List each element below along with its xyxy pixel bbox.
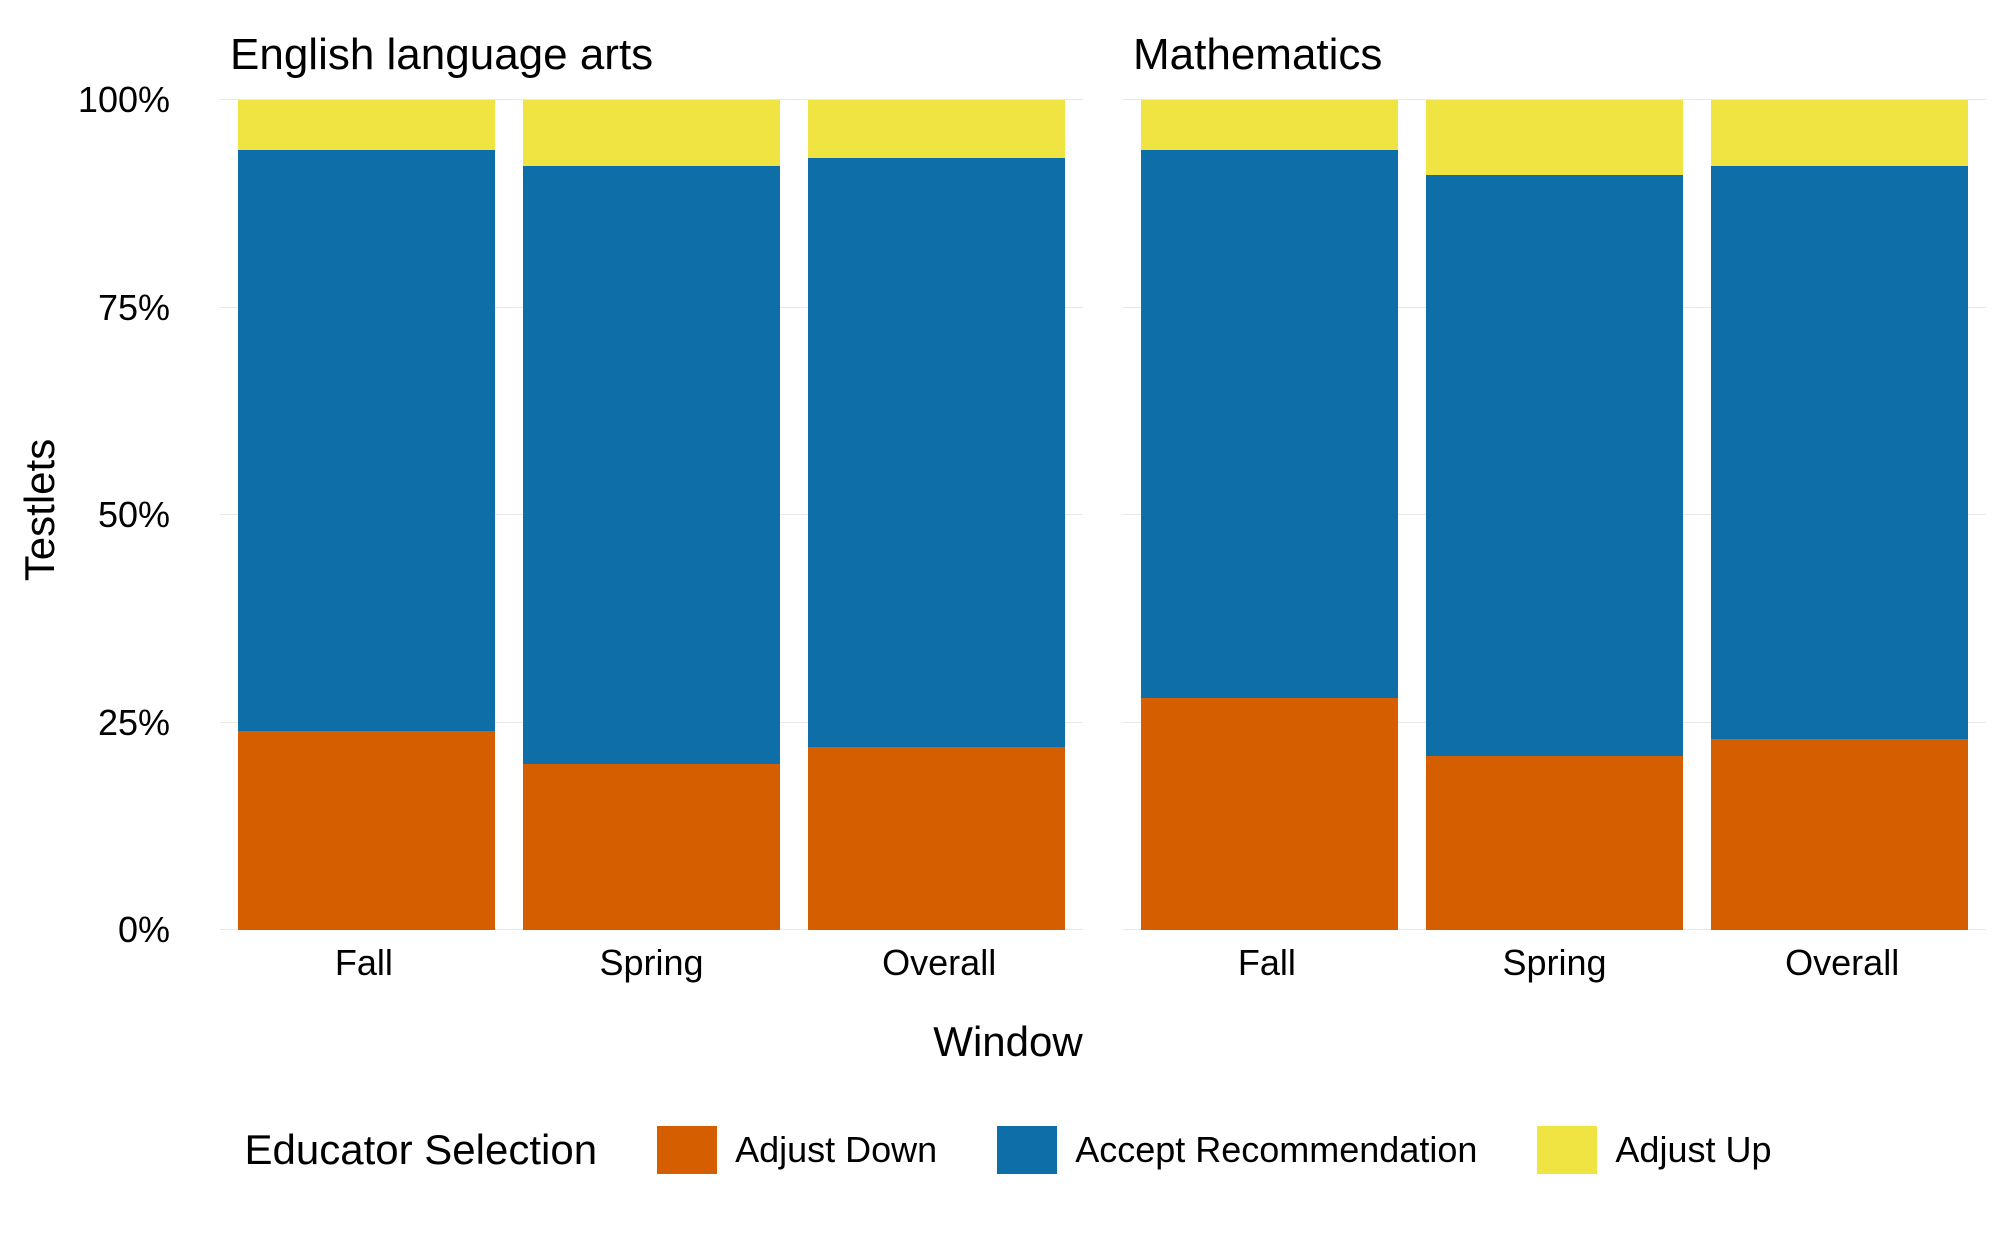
bar-slot [1412,100,1697,930]
bar-segment-adjust_down [523,764,780,930]
bar-segment-accept [238,150,495,731]
bar-segment-adjust_up [1141,100,1398,150]
bar [808,100,1065,930]
testlets-chart: Testlets 0%25%50%75%100% English languag… [30,30,1986,1215]
bar-segment-adjust_up [238,100,495,150]
bar [238,100,495,930]
bar-slot [1697,100,1982,930]
bar-segment-accept [1141,150,1398,698]
bar-segment-adjust_up [808,100,1065,158]
y-tick: 0% [118,909,170,951]
legend-item-adjust_up: Adjust Up [1537,1126,1771,1174]
bar-segment-adjust_down [1711,739,1968,930]
x-tick: Fall [1123,930,1411,990]
bar-segment-adjust_down [1426,756,1683,930]
legend-title: Educator Selection [245,1126,598,1174]
x-tick: Overall [1698,930,1986,990]
bar-segment-adjust_up [1426,100,1683,175]
legend-label: Accept Recommendation [1075,1129,1477,1171]
x-axis-label: Window [30,1018,1986,1066]
legend-label: Adjust Up [1615,1129,1771,1171]
legend: Educator Selection Adjust Down Accept Rec… [30,1126,1986,1174]
bar-segment-adjust_down [238,731,495,930]
y-axis-label: Testlets [16,439,64,581]
bar [1711,100,1968,930]
bar-slot [224,100,509,930]
y-tick: 100% [78,79,170,121]
bar-segment-accept [808,158,1065,747]
bar-slot [509,100,794,930]
x-tick: Fall [220,930,508,990]
x-tick: Spring [508,930,796,990]
y-tick: 25% [98,702,170,744]
bar-segment-adjust_up [1711,100,1968,166]
bar-slot [794,100,1079,930]
bar-segment-adjust_down [1141,698,1398,930]
bar [1426,100,1683,930]
panel: Mathematics FallSpringOverall [1123,30,1986,990]
y-axis-ticks: 0%25%50%75%100% [80,100,170,930]
y-axis: Testlets 0%25%50%75%100% [30,30,180,990]
legend-swatch [1537,1126,1597,1174]
y-tick: 50% [98,494,170,536]
panel-title: English language arts [220,30,1083,100]
bar-segment-adjust_up [523,100,780,166]
legend-label: Adjust Down [735,1129,937,1171]
x-ticks: FallSpringOverall [1123,930,1986,990]
plot-area [220,100,1083,930]
x-ticks: FallSpringOverall [220,930,1083,990]
panels-host: English language artsFallSpringOverallMa… [220,30,1986,990]
x-tick: Overall [795,930,1083,990]
panel: English language arts FallSpringOverall [220,30,1083,990]
bar-segment-accept [523,166,780,764]
bars [220,100,1083,930]
bar-segment-adjust_down [808,747,1065,930]
bar-segment-accept [1711,166,1968,739]
legend-items: Adjust Down Accept Recommendation Adjust U… [657,1126,1771,1174]
bar-segment-accept [1426,175,1683,756]
plot-area [1123,100,1986,930]
bar-slot [1127,100,1412,930]
panel-title: Mathematics [1123,30,1986,100]
bars [1123,100,1986,930]
x-tick: Spring [1411,930,1699,990]
legend-item-adjust_down: Adjust Down [657,1126,937,1174]
bar [523,100,780,930]
legend-swatch [657,1126,717,1174]
legend-item-accept: Accept Recommendation [997,1126,1477,1174]
legend-swatch [997,1126,1057,1174]
y-tick: 75% [98,287,170,329]
bar [1141,100,1398,930]
panels-row: Testlets 0%25%50%75%100% English languag… [30,30,1986,990]
